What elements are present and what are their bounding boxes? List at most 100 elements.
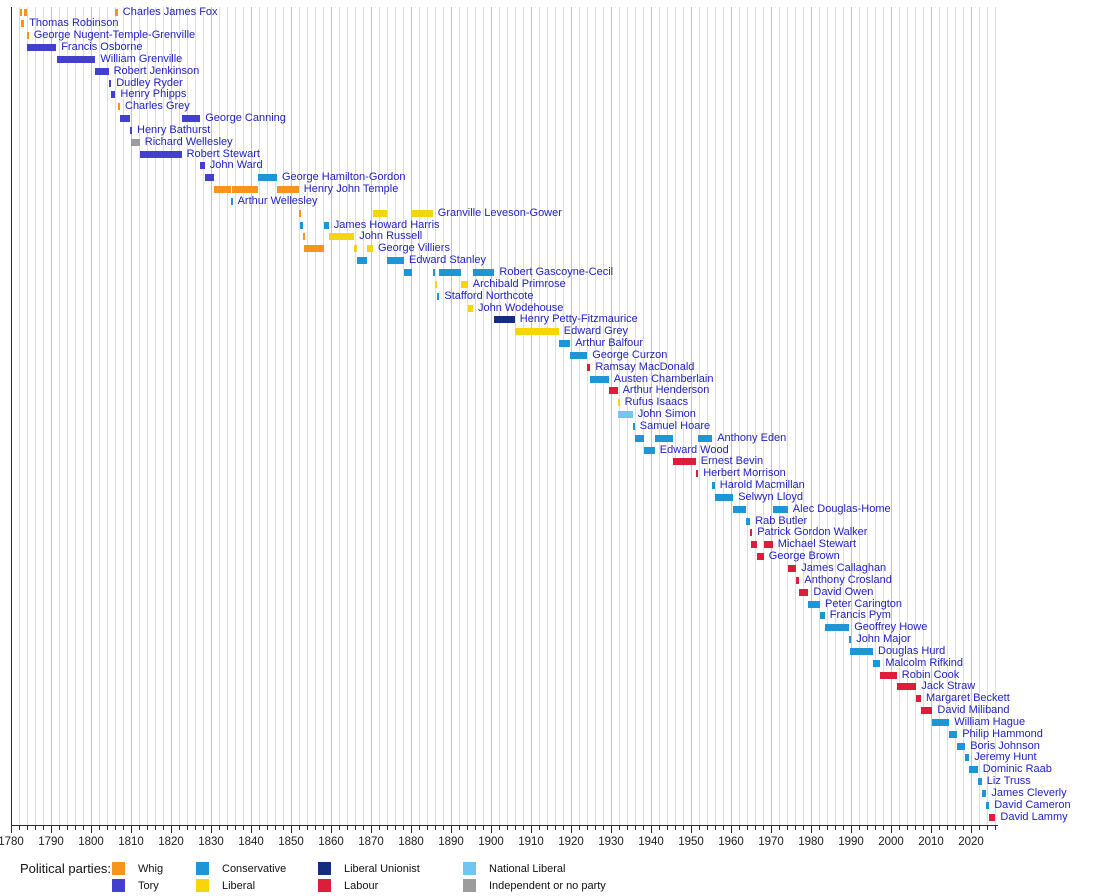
axis-minor-tick <box>699 825 700 830</box>
person-label[interactable]: John Simon <box>637 408 696 421</box>
term-bar <box>590 375 609 383</box>
person-label[interactable]: John Russell <box>359 230 423 243</box>
person-label[interactable]: Alec Douglas-Home <box>792 502 891 515</box>
person-label[interactable]: Liz Truss <box>986 775 1031 788</box>
person-label[interactable]: Archibald Primrose <box>472 277 566 290</box>
person-label[interactable]: George Hamilton-Gordon <box>282 171 406 184</box>
term-bar <box>461 280 468 288</box>
person-label[interactable]: David Cameron <box>994 798 1071 811</box>
person-label[interactable]: Henry Bathurst <box>137 123 211 136</box>
term-bar <box>214 186 231 194</box>
person-label[interactable]: George Nugent-Temple-Grenville <box>33 29 196 42</box>
person-label[interactable]: Rab Butler <box>755 514 808 527</box>
person-label[interactable]: Henry John Temple <box>303 183 399 196</box>
person-label[interactable]: Ernest Bevin <box>700 455 764 468</box>
person-label[interactable]: Jack Straw <box>921 680 976 693</box>
person-label[interactable]: James Cleverly <box>991 786 1067 799</box>
person-label[interactable]: James Callaghan <box>801 561 887 574</box>
person-label[interactable]: George Curzon <box>592 348 668 361</box>
gridline <box>395 7 396 825</box>
gridline <box>299 7 300 825</box>
person-label[interactable]: David Lammy <box>1000 810 1068 823</box>
person-label[interactable]: George Canning <box>205 112 286 125</box>
person-label[interactable]: Robin Cook <box>901 668 960 681</box>
gridline <box>419 7 420 825</box>
person-label[interactable]: Charles James Fox <box>122 5 218 18</box>
person-label[interactable]: Michael Stewart <box>777 538 857 551</box>
person-label[interactable]: Arthur Balfour <box>575 337 644 350</box>
term-bar <box>746 517 751 525</box>
person-label[interactable]: Edward Wood <box>659 443 729 456</box>
person-label[interactable]: Granville Leveson-Gower <box>437 206 562 219</box>
person-label[interactable]: Richard Wellesley <box>144 135 233 148</box>
person-label[interactable]: Anthony Crosland <box>804 573 892 586</box>
person-label[interactable]: Douglas Hurd <box>878 644 946 657</box>
person-label[interactable]: John Ward <box>209 159 263 172</box>
legend-label-independent: Independent or no party <box>489 880 606 892</box>
axis-minor-tick <box>563 825 564 830</box>
axis-major-tick <box>11 825 12 833</box>
person-label[interactable]: John Wodehouse <box>478 301 564 314</box>
person-label[interactable]: Patrick Gordon Walker <box>757 526 868 539</box>
person-label[interactable]: Arthur Wellesley <box>237 194 318 207</box>
person-label[interactable]: Dominic Raab <box>982 763 1052 776</box>
person-label[interactable]: Thomas Robinson <box>29 17 119 30</box>
person-label[interactable]: Austen Chamberlain <box>613 372 714 385</box>
legend-swatch-whig <box>112 862 125 875</box>
axis-minor-tick <box>75 825 76 830</box>
person-label[interactable]: Robert Jenkinson <box>113 64 200 77</box>
person-label[interactable]: Margaret Beckett <box>926 692 1010 705</box>
person-label[interactable]: William Hague <box>954 715 1026 728</box>
person-label[interactable]: Henry Phipps <box>120 88 187 101</box>
person-label[interactable]: Jeremy Hunt <box>974 751 1037 764</box>
person-label[interactable]: Samuel Hoare <box>639 419 711 432</box>
axis-tick-label: 1910 <box>518 836 544 848</box>
person-label[interactable]: Geoffrey Howe <box>854 621 928 634</box>
person-label[interactable]: Robert Stewart <box>186 147 260 160</box>
axis-minor-tick <box>67 825 68 830</box>
person-label[interactable]: Henry Petty-Fitzmaurice <box>519 313 638 326</box>
person-label[interactable]: Stafford Northcote <box>444 289 534 302</box>
gridline <box>979 7 980 825</box>
person-label[interactable]: Ramsay MacDonald <box>595 360 695 373</box>
axis-minor-tick <box>595 825 596 830</box>
person-label[interactable]: Peter Carington <box>825 597 903 610</box>
gridline <box>51 7 52 825</box>
person-label[interactable]: Arthur Henderson <box>622 384 710 397</box>
term-bar <box>965 754 970 762</box>
axis-tick-label: 2000 <box>878 836 904 848</box>
person-label[interactable]: Edward Grey <box>563 325 628 338</box>
person-label[interactable]: Malcolm Rifkind <box>885 656 964 669</box>
person-label[interactable]: James Howard Harris <box>333 218 440 231</box>
person-label[interactable]: Francis Pym <box>829 609 891 622</box>
person-label[interactable]: Rufus Isaacs <box>624 396 689 409</box>
term-bar <box>139 150 182 158</box>
axis-tick-label: 1860 <box>318 836 344 848</box>
person-label[interactable]: Harold Macmillan <box>719 479 805 492</box>
axis-minor-tick <box>307 825 308 830</box>
person-label[interactable]: Anthony Eden <box>717 431 787 444</box>
gridline <box>203 7 204 825</box>
person-label[interactable]: George Brown <box>768 550 840 563</box>
term-bar <box>880 671 897 679</box>
person-label[interactable]: George Villiers <box>378 242 450 255</box>
axis-major-tick <box>571 825 572 833</box>
person-label[interactable]: Charles Grey <box>125 100 190 113</box>
person-label[interactable]: David Owen <box>813 585 874 598</box>
axis-minor-tick <box>523 825 524 830</box>
gridline <box>355 7 356 825</box>
person-label[interactable]: Boris Johnson <box>970 739 1040 752</box>
person-label[interactable]: William Grenville <box>100 52 183 65</box>
person-label[interactable]: Francis Osborne <box>61 41 143 54</box>
axis-minor-tick <box>435 825 436 830</box>
person-label[interactable]: Dudley Ryder <box>116 76 183 89</box>
axis-minor-tick <box>235 825 236 830</box>
person-label[interactable]: Selwyn Lloyd <box>738 490 804 503</box>
person-label[interactable]: Philip Hammond <box>962 727 1043 740</box>
person-label[interactable]: Edward Stanley <box>409 254 487 267</box>
person-label[interactable]: John Major <box>856 633 911 646</box>
person-label[interactable]: Herbert Morrison <box>703 467 786 480</box>
axis-minor-tick <box>915 825 916 830</box>
person-label[interactable]: David Miliband <box>937 704 1010 717</box>
person-label[interactable]: Robert Gascoyne-Cecil <box>499 265 614 278</box>
